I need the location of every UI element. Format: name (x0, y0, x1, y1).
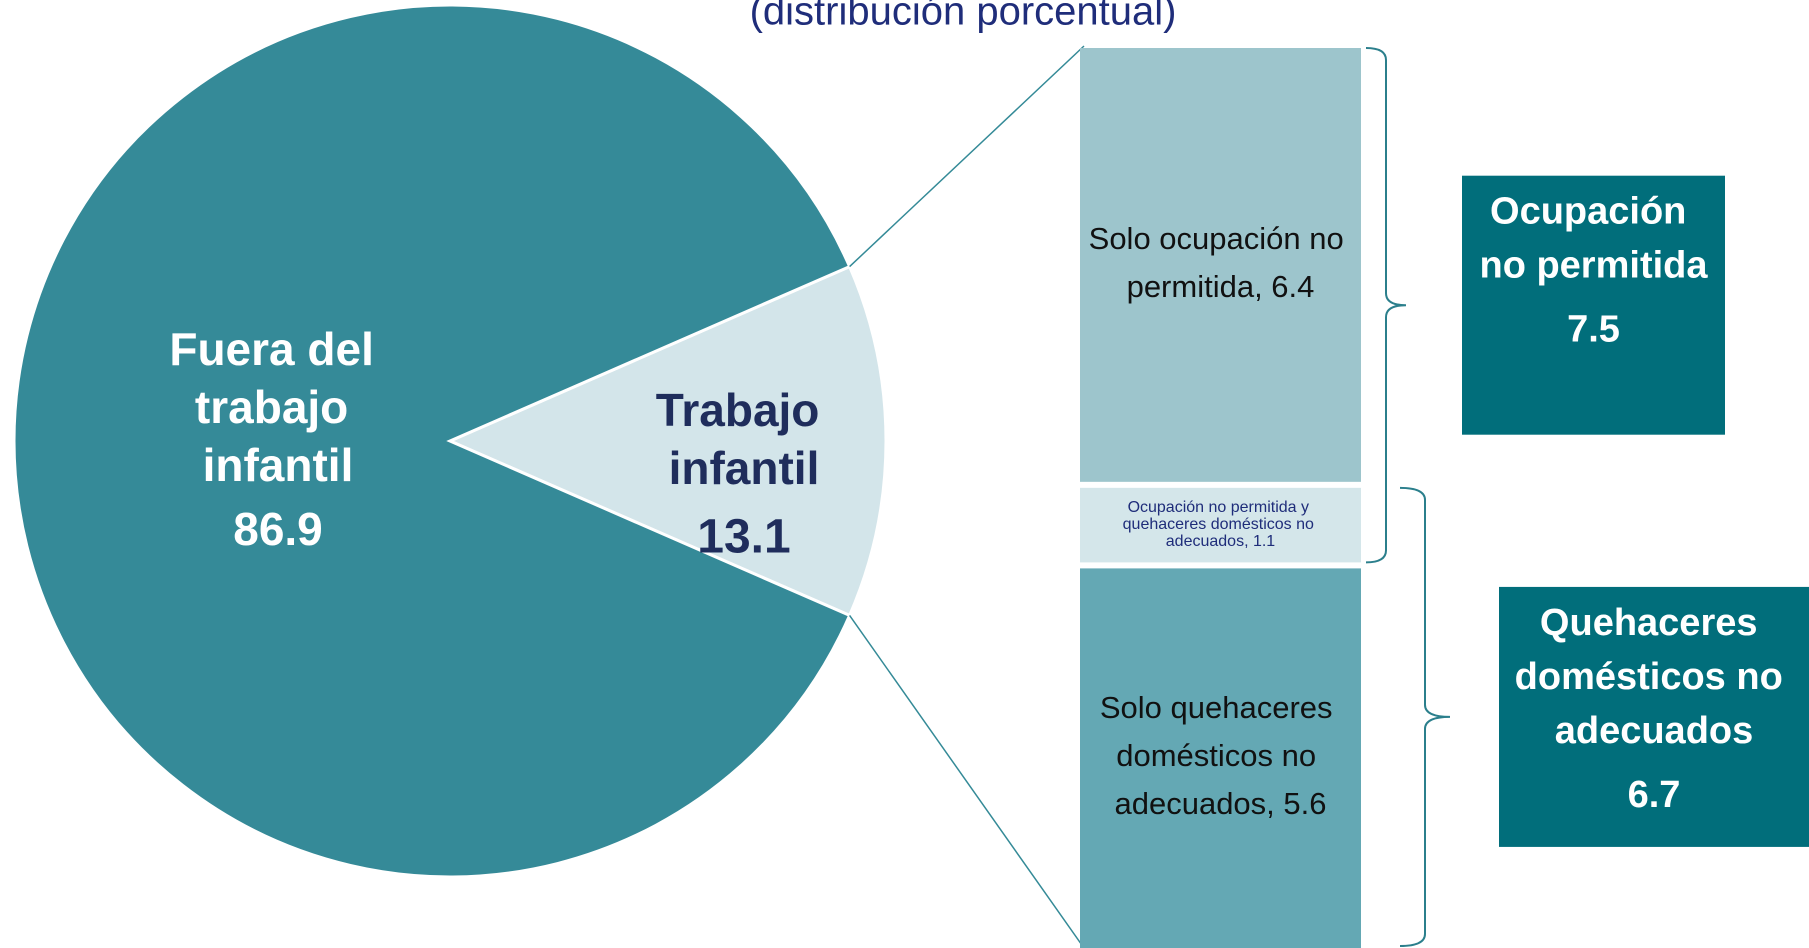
slice-label: Trabajo infantil (656, 384, 832, 494)
bar-segment (1080, 487, 1361, 563)
group-value: 7.5 (1567, 309, 1620, 351)
group-label: Ocupación no permitida (1479, 191, 1708, 287)
group-box (1462, 175, 1725, 435)
pie-slice (446, 264, 888, 618)
connector-line (848, 614, 1085, 948)
connector-line (849, 45, 1085, 268)
slice-value: 13.1 (697, 511, 790, 564)
group-brace (1365, 47, 1407, 564)
pie-slice (12, 3, 852, 879)
chart-subtitle: (distribución porcentual) (750, 0, 1177, 34)
group-value: 6.7 (1628, 774, 1681, 816)
group-brace (1399, 486, 1451, 947)
segment-label: Ocupación no permitida y quehaceres domé… (1123, 499, 1319, 550)
group-box (1499, 586, 1809, 847)
bar-segment (1080, 568, 1361, 948)
segment-label: Solo ocupación no permitida, 6.4 (1089, 221, 1353, 304)
group-label: Quehaceres domésticos no adecuados (1515, 602, 1794, 752)
slice-label: Fuera del trabajo infantil (169, 323, 386, 491)
segment-label: Solo quehaceres domésticos no adecuados,… (1100, 690, 1341, 821)
slice-value: 86.9 (233, 503, 323, 555)
bar-segment (1080, 48, 1361, 482)
